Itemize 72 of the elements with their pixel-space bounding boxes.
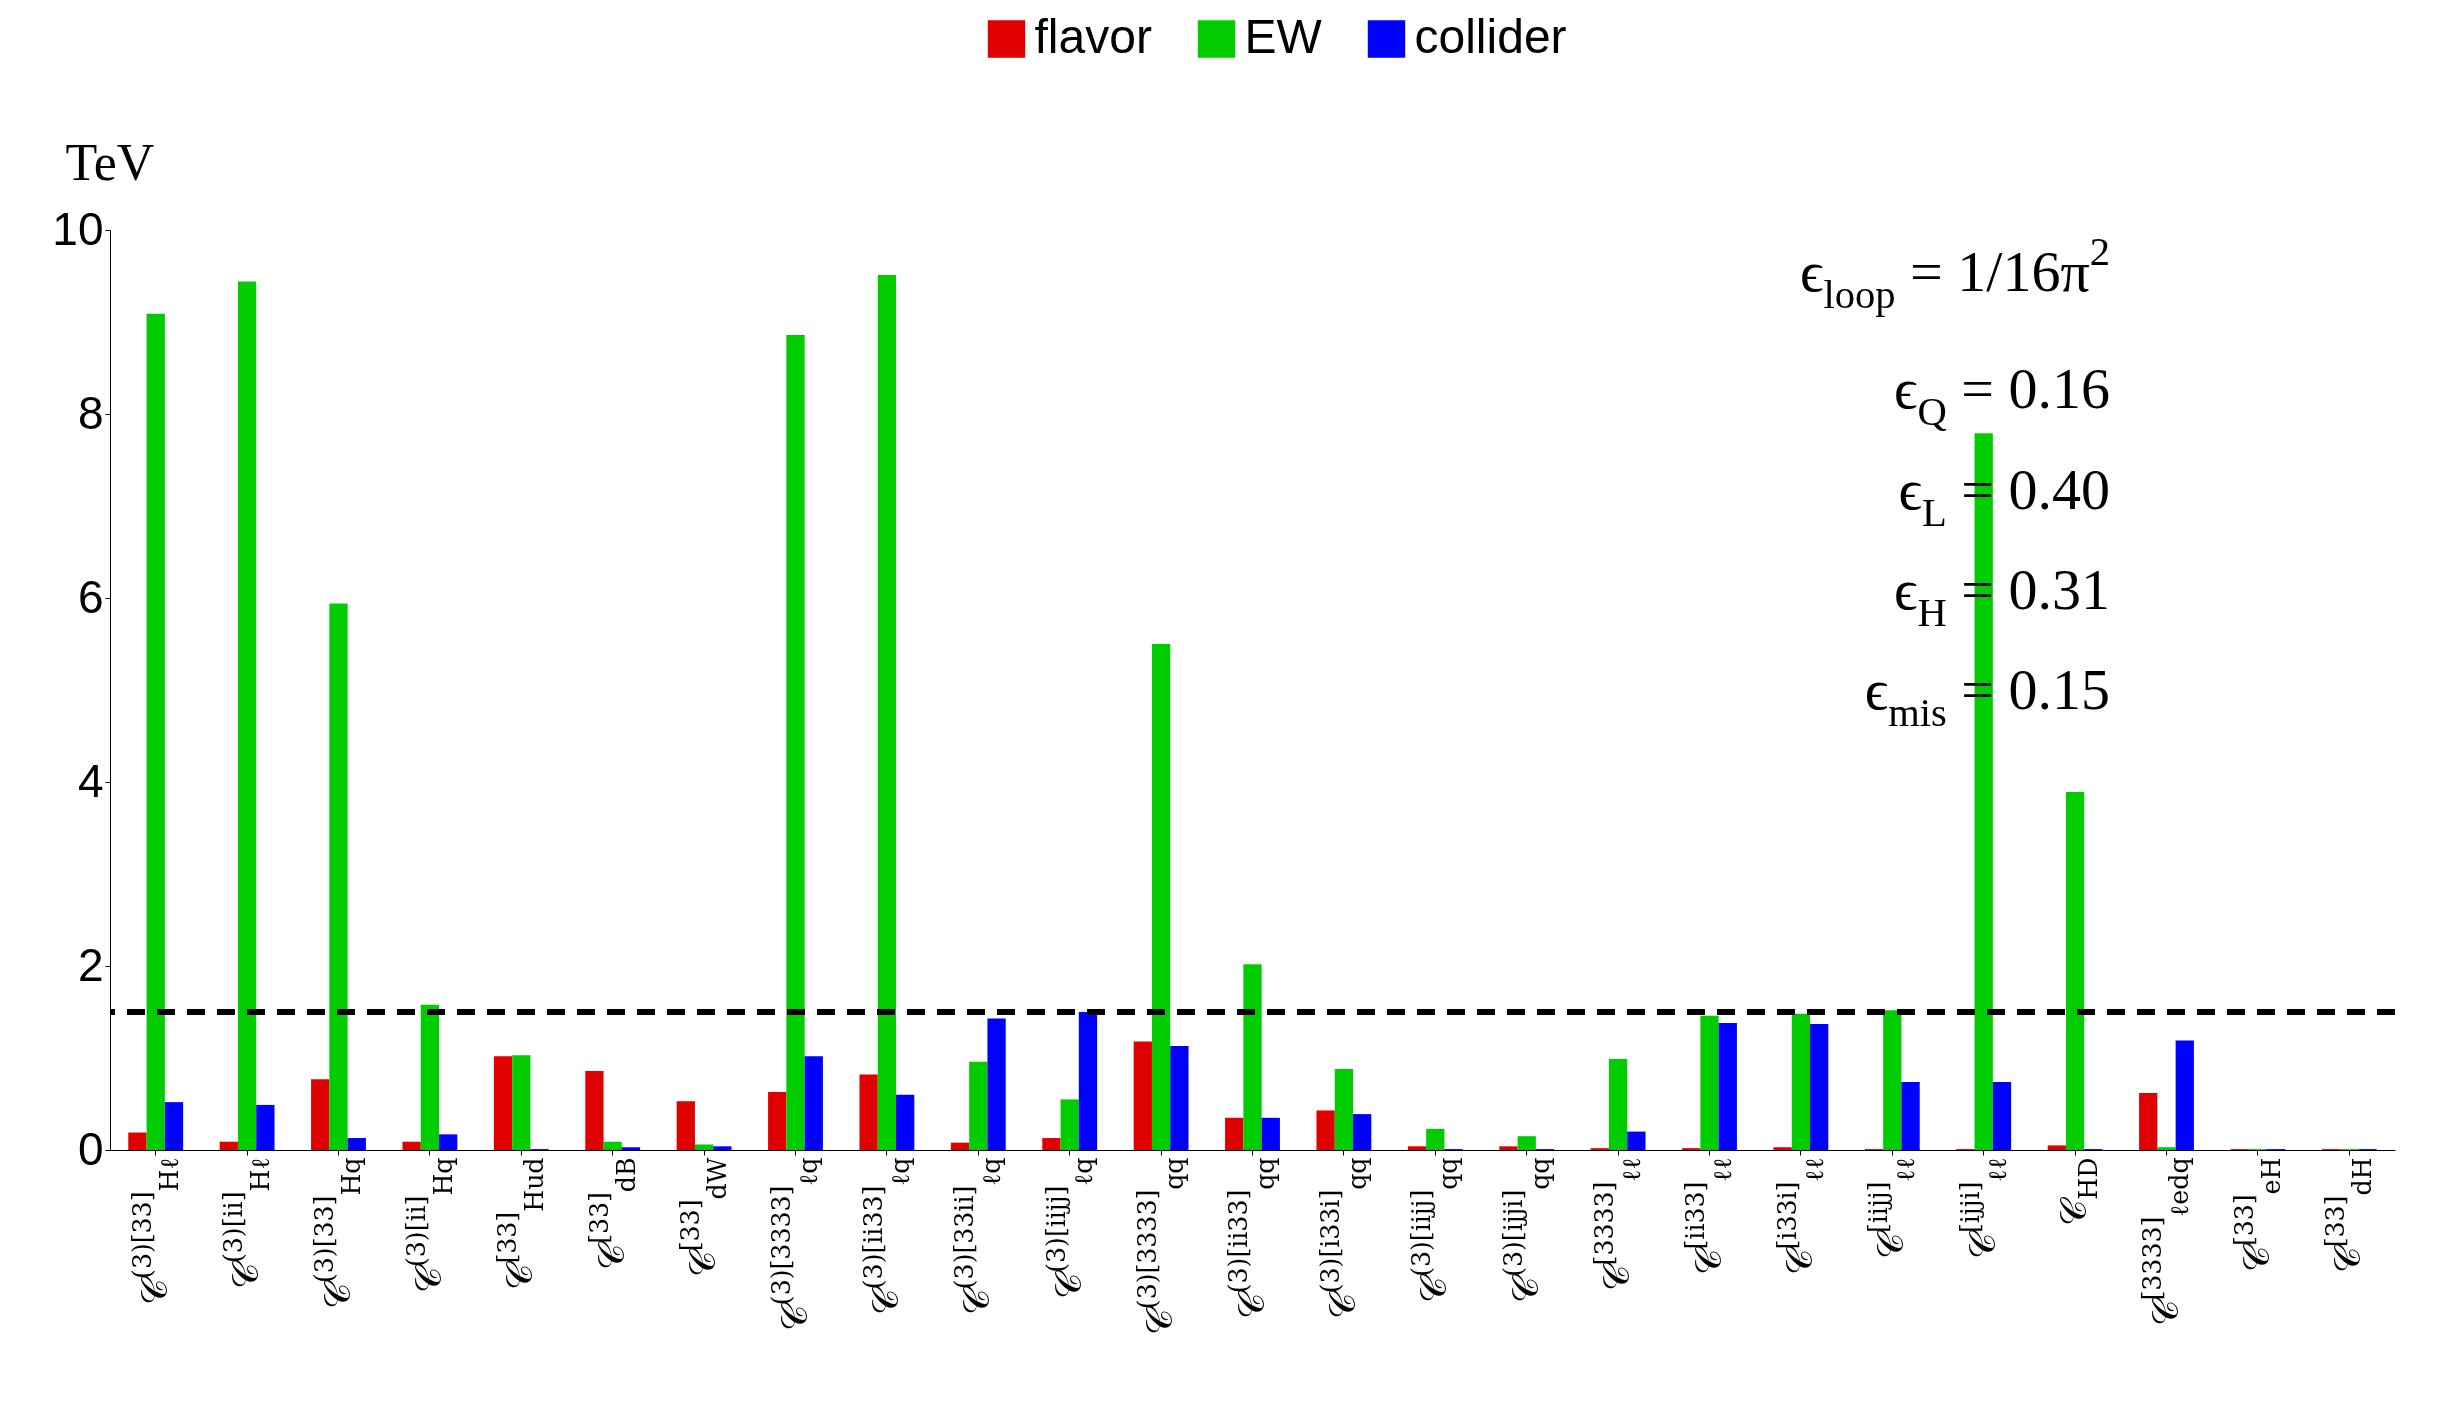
y-axis-title: TeV bbox=[65, 133, 155, 191]
bar bbox=[694, 1144, 714, 1150]
legend-label: EW bbox=[1244, 10, 1323, 63]
bar bbox=[2157, 1147, 2176, 1150]
bar bbox=[2139, 1092, 2158, 1150]
annotation: ϵ$_{Q}$ = 0.16 bbox=[1893, 356, 2110, 435]
bar bbox=[1499, 1146, 1518, 1150]
bar bbox=[1042, 1138, 1061, 1150]
annotation: ϵ$_{loop}$ = 1/16π$^{2}$ bbox=[1799, 228, 2110, 318]
bar bbox=[311, 1079, 330, 1150]
bar bbox=[1517, 1136, 1536, 1150]
bar bbox=[1243, 964, 1262, 1150]
bar bbox=[439, 1134, 458, 1150]
bar bbox=[768, 1092, 787, 1150]
y-tick-label: 10 bbox=[52, 202, 104, 255]
bar bbox=[2047, 1145, 2066, 1150]
bar bbox=[402, 1141, 421, 1150]
bar bbox=[1810, 1023, 1829, 1150]
bar bbox=[786, 334, 805, 1150]
bar bbox=[713, 1146, 732, 1150]
bar bbox=[987, 1018, 1006, 1150]
bar bbox=[1133, 1041, 1152, 1150]
bar bbox=[347, 1138, 366, 1150]
bar bbox=[950, 1142, 970, 1150]
y-tick-label: 4 bbox=[77, 754, 104, 807]
y-tick-label: 8 bbox=[77, 386, 104, 439]
bar bbox=[1992, 1081, 2012, 1150]
bar bbox=[1316, 1110, 1335, 1150]
bar bbox=[1078, 1012, 1098, 1150]
bar bbox=[2065, 792, 2085, 1150]
bar bbox=[969, 1061, 988, 1150]
bar bbox=[1407, 1146, 1427, 1150]
y-tick-label: 0 bbox=[77, 1122, 104, 1175]
bar bbox=[219, 1141, 238, 1150]
bar bbox=[420, 1004, 440, 1150]
bar bbox=[1901, 1081, 1920, 1150]
bar bbox=[1718, 1023, 1737, 1150]
bar bbox=[676, 1101, 695, 1150]
bar bbox=[1225, 1117, 1244, 1150]
bar bbox=[1353, 1114, 1372, 1150]
bar bbox=[1170, 1046, 1189, 1150]
bar bbox=[1608, 1058, 1628, 1150]
bar bbox=[128, 1132, 147, 1150]
bar bbox=[1261, 1117, 1280, 1150]
bar bbox=[146, 313, 165, 1150]
legend-label: collider bbox=[1414, 10, 1567, 63]
bar bbox=[512, 1055, 531, 1150]
bar bbox=[1151, 644, 1171, 1150]
bar bbox=[1334, 1069, 1354, 1150]
bar bbox=[164, 1102, 184, 1150]
bar bbox=[1791, 1013, 1811, 1150]
bar bbox=[237, 281, 257, 1150]
bar bbox=[1773, 1147, 1792, 1150]
bar bbox=[2175, 1040, 2194, 1150]
bar bbox=[256, 1104, 275, 1150]
y-tick-label: 6 bbox=[77, 570, 104, 623]
bar bbox=[1060, 1099, 1079, 1150]
bar bbox=[896, 1094, 915, 1150]
bar bbox=[1883, 1010, 1902, 1150]
bar bbox=[603, 1141, 622, 1150]
bar bbox=[621, 1147, 641, 1150]
bar bbox=[877, 275, 897, 1150]
bar bbox=[1426, 1128, 1445, 1150]
bar bbox=[1627, 1131, 1646, 1150]
bar bbox=[1700, 1015, 1719, 1150]
bar bbox=[804, 1056, 823, 1150]
bar bbox=[859, 1074, 878, 1150]
bar bbox=[585, 1070, 604, 1150]
y-tick-label: 2 bbox=[77, 938, 104, 991]
bar bbox=[493, 1056, 513, 1150]
bar bbox=[329, 603, 348, 1150]
legend-label: flavor bbox=[1034, 10, 1152, 63]
